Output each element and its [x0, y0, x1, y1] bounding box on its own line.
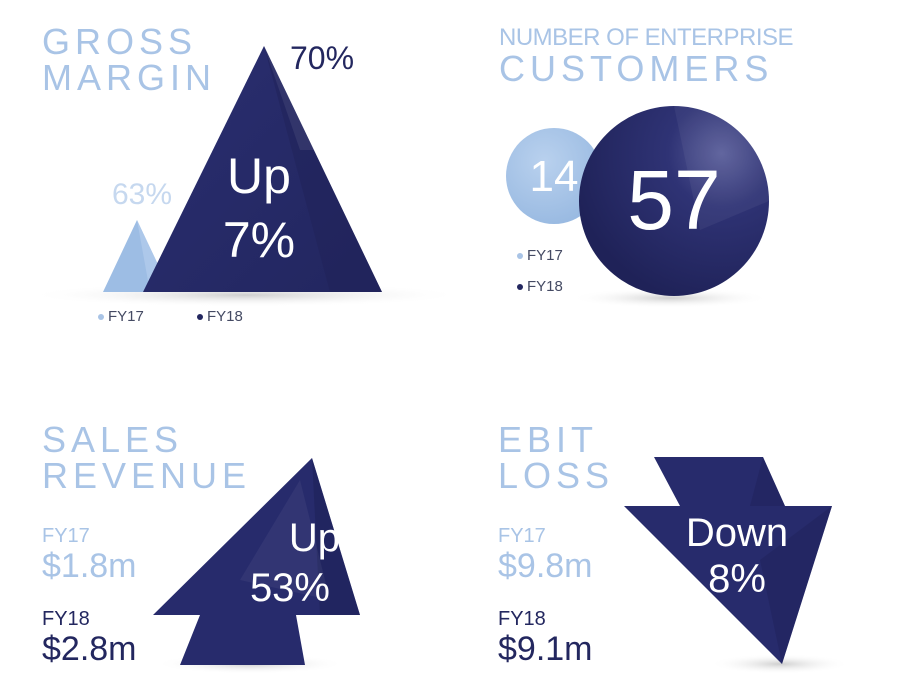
sales-fy17-value: $1.8m: [42, 547, 137, 585]
ebit-change-value: 8%: [708, 557, 766, 601]
ebit-title-line1: EBIT: [498, 419, 599, 460]
ebit-fy18-value: $9.1m: [498, 630, 593, 668]
customers-legend-fy18: FY18: [517, 278, 563, 295]
customers-fy17-value: 14: [529, 152, 579, 201]
gross-margin-title-line2: MARGIN: [42, 57, 216, 98]
legend-dot-light: [98, 313, 104, 320]
legend-label: FY18: [207, 308, 243, 325]
gross-margin-change-value: 7%: [222, 212, 296, 268]
ebit-change-label: Down: [685, 511, 789, 555]
customers-fy18-value: 57: [627, 153, 721, 247]
gross-margin-fy17-value: 63%: [112, 178, 173, 211]
customers-fy18-circle: [579, 106, 769, 296]
sales-fy17-label: FY17: [42, 525, 90, 547]
gross-margin-fy18-value: 70%: [290, 40, 355, 76]
sales-fy18-label: FY18: [42, 608, 90, 630]
ebit-title-line2: LOSS: [498, 455, 615, 496]
ebit-fy17-label: FY17: [498, 525, 546, 547]
customers-shadow: [570, 288, 770, 308]
customers-title-line1: NUMBER OF ENTERPRISE: [499, 24, 794, 51]
gross-margin-legend-fy18: FY18: [197, 308, 243, 325]
sales-fy18-value: $2.8m: [42, 630, 137, 668]
customers-fy17-circle: [506, 128, 602, 224]
customers-title-line2: CUSTOMERS: [499, 48, 774, 89]
legend-dot-light: [517, 252, 523, 259]
legend-label: FY18: [527, 278, 563, 295]
gross-margin-title-line1: GROSS: [42, 21, 198, 62]
legend-dot-dark: [197, 313, 203, 320]
gross-margin-legend-fy17: FY17: [98, 308, 144, 325]
sales-change-value: 53%: [249, 566, 330, 610]
sales-change-label: Up: [288, 516, 340, 560]
legend-label: FY17: [108, 308, 144, 325]
sales-up-arrow: [153, 458, 360, 665]
customers-legend-fy17: FY17: [517, 247, 563, 264]
ebit-fy18-label: FY18: [498, 608, 546, 630]
gross-margin-change-label: Up: [227, 148, 291, 204]
sales-title-line2: REVENUE: [42, 455, 252, 496]
ebit-arrow-shadow: [710, 654, 850, 674]
sales-title-line1: SALES: [42, 419, 184, 460]
ebit-down-arrow: [624, 457, 832, 664]
legend-label: FY17: [527, 247, 563, 264]
legend-dot-dark: [517, 283, 523, 290]
ebit-fy17-value: $9.8m: [498, 547, 593, 585]
